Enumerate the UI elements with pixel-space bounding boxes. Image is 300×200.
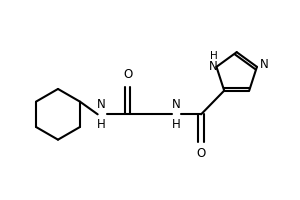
Text: N: N <box>260 58 269 71</box>
Text: O: O <box>123 68 132 81</box>
Text: N: N <box>209 60 218 73</box>
Text: H: H <box>98 118 106 131</box>
Text: H: H <box>172 118 181 131</box>
Text: N: N <box>98 98 106 111</box>
Text: O: O <box>196 147 206 160</box>
Text: H: H <box>210 51 218 61</box>
Text: N: N <box>172 98 181 111</box>
